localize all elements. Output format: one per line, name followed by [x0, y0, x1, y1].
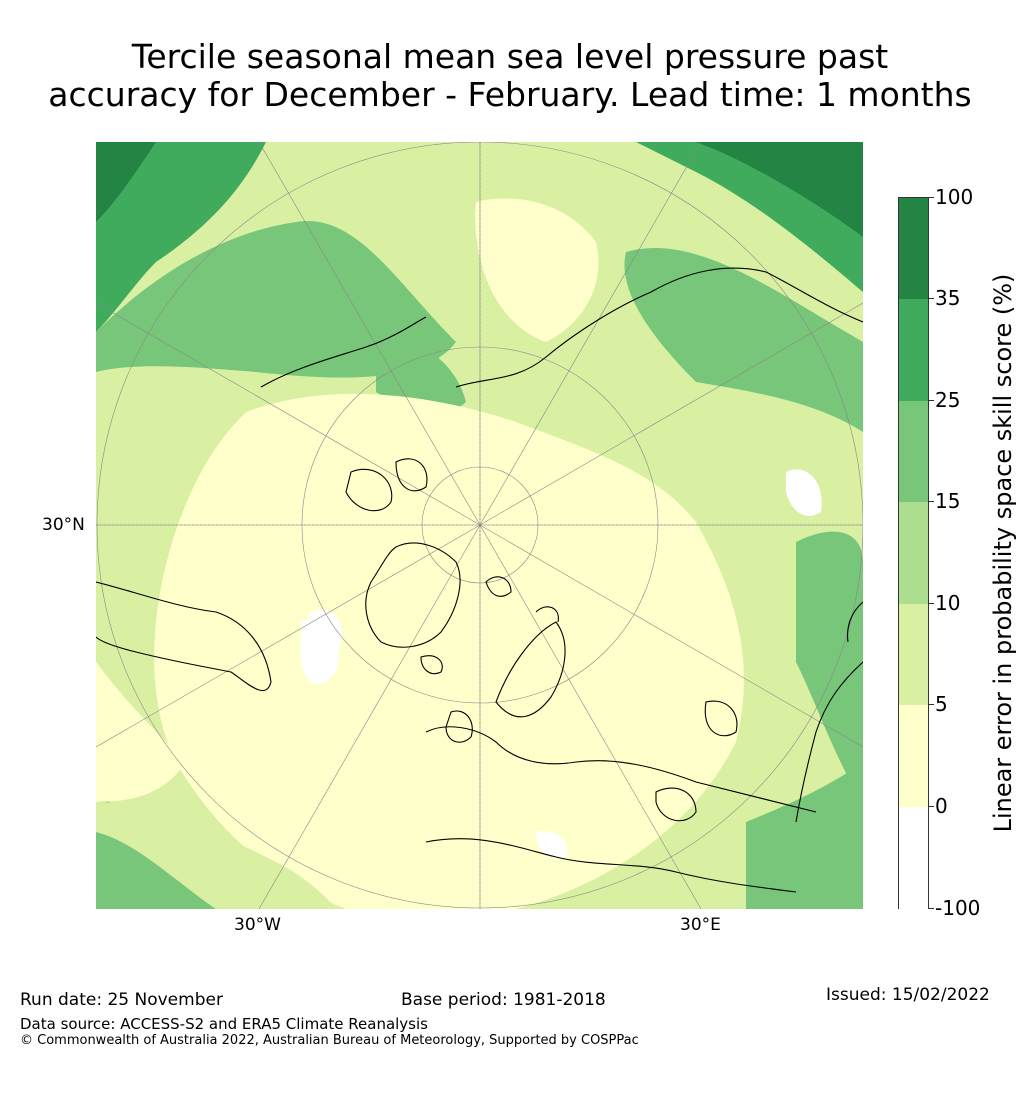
skill-region-nw [96, 142, 266, 332]
coast-novaya-zemlya [535, 606, 559, 623]
copyright: © Commonwealth of Australia 2022, Austra… [20, 1033, 639, 1048]
title-line-1: Tercile seasonal mean sea level pressure… [131, 37, 889, 76]
colorbar [898, 197, 929, 910]
polar-map [96, 142, 863, 909]
colorbar-tickmark [929, 908, 934, 909]
coast-archipelago-2 [395, 458, 428, 492]
colorbar-tickmark [929, 603, 934, 604]
coast-japan [847, 601, 863, 643]
title-line-2: accuracy for December - February. Lead t… [48, 75, 972, 114]
skill-region-east [796, 531, 863, 802]
coast-svalbard [485, 576, 512, 597]
skill-region-n-atlantic [96, 221, 456, 378]
colorbar-segment-neg100-0 [899, 807, 928, 910]
coast-british-isles [445, 710, 473, 743]
base-period: Base period: 1981-2018 [401, 990, 606, 1010]
colorbar-tickmark [929, 704, 934, 705]
skill-region-siberia [624, 248, 863, 432]
coast-iceland [420, 655, 443, 675]
map-canvas [96, 142, 863, 909]
colorbar-tick-label: 35 [935, 286, 961, 310]
lon-label-30e: 30°E [680, 915, 721, 935]
chart-title: Tercile seasonal mean sea level pressure… [0, 38, 1020, 114]
skill-region-low-central [154, 393, 744, 909]
colorbar-segment-5-10 [899, 604, 928, 705]
colorbar-tickmark [929, 400, 934, 401]
coast-scandinavia [495, 621, 566, 718]
skill-region-se [746, 762, 863, 909]
negative-skill-patch-3 [786, 469, 822, 516]
colorbar-segment-0-5 [899, 705, 928, 807]
colorbar-segment-15-25 [899, 401, 928, 502]
colorbar-tick-label: 10 [935, 591, 961, 615]
coastlines [96, 267, 863, 893]
coast-siberia [455, 267, 863, 388]
colorbar-tickmark [929, 197, 934, 198]
coast-archipelago-1 [345, 468, 393, 512]
colorbar-tick-label: 0 [935, 794, 948, 818]
skill-region-ne-dark [696, 142, 863, 237]
colorbar-tickmark [929, 806, 934, 807]
coast-north-america [96, 581, 272, 692]
colorbar-tick-label: 5 [935, 692, 948, 716]
colorbar-tick-label: 15 [935, 489, 961, 513]
data-source: Data source: ACCESS-S2 and ERA5 Climate … [20, 1015, 428, 1033]
colorbar-segment-35-100 [899, 198, 928, 299]
coast-black-sea [655, 787, 697, 822]
colorbar-title: Linear error in probability space skill … [989, 273, 1017, 833]
skill-region-low-north [475, 198, 599, 342]
coast-alaska [260, 316, 427, 388]
run-date: Run date: 25 November [20, 990, 223, 1010]
negative-skill-patch-2 [301, 620, 339, 685]
colorbar-tick-label: 25 [935, 388, 961, 412]
negative-skill-patch-4 [536, 831, 567, 859]
skill-region-nw-dark [96, 142, 156, 222]
colorbar-tick-label: -100 [935, 896, 981, 920]
coast-europe [425, 726, 817, 813]
lat-label-30n: 30°N [42, 515, 85, 535]
coast-mediterranean [425, 838, 797, 893]
skill-region-low-west [96, 662, 186, 802]
issued-date: Issued: 15/02/2022 [826, 985, 990, 1005]
colorbar-tickmark [929, 501, 934, 502]
coast-greenland [365, 542, 461, 648]
skill-region-arctic [376, 340, 466, 413]
coast-east-asia [795, 661, 863, 823]
skill-region-south-band [96, 802, 336, 909]
colorbar-tick-label: 100 [935, 185, 974, 209]
colorbar-tickmark [929, 298, 934, 299]
skill-region-sw [96, 782, 216, 909]
colorbar-segment-10-15 [899, 502, 928, 604]
colorbar-segment-25-35 [899, 299, 928, 401]
lon-label-30w: 30°W [234, 915, 281, 935]
coast-caspian [704, 700, 738, 737]
